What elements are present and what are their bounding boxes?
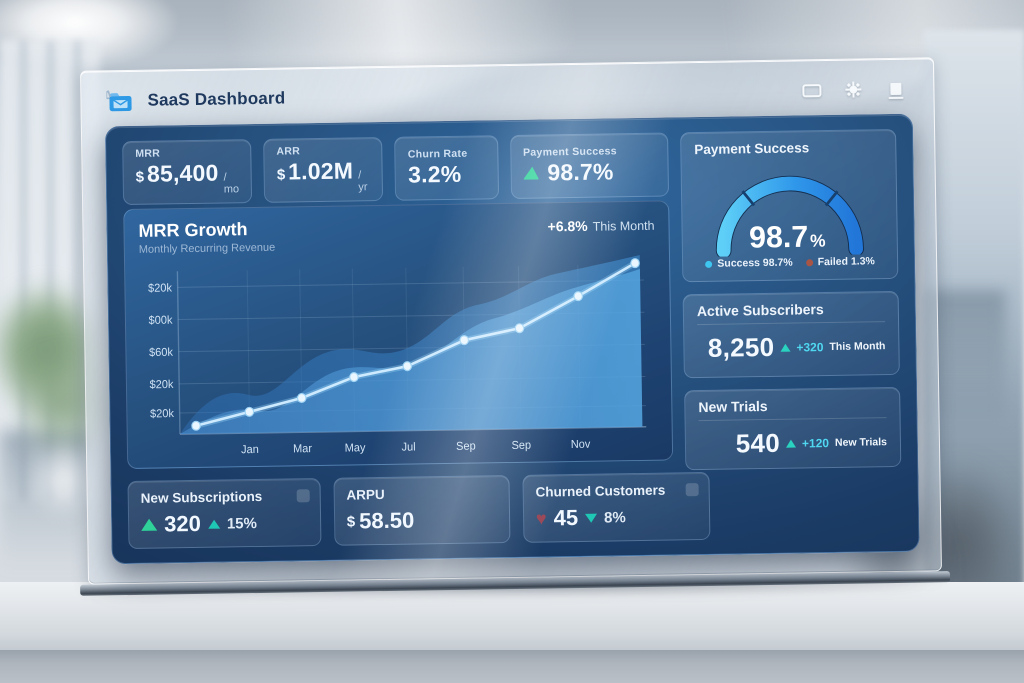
delta-value: 8% xyxy=(603,508,626,527)
titlebar-icons xyxy=(800,80,906,100)
x-tick: May xyxy=(345,442,366,455)
currency-symbol: $ xyxy=(346,512,356,531)
x-tick: Jul xyxy=(401,441,415,454)
y-tick: $20k xyxy=(150,408,174,421)
card-value: 45 xyxy=(553,504,579,531)
churned-customers-card[interactable]: Churned Customers ♥ 45 8% xyxy=(522,471,711,543)
x-tick: Jan xyxy=(241,444,259,457)
dashboard-panel: MRR $ 85,400 / mo ARR $ 1.02M / yr xyxy=(104,113,920,565)
y-tick: $00k xyxy=(149,314,173,327)
card-title: ARPU xyxy=(346,487,385,503)
data-points xyxy=(191,258,640,431)
delta-value: 15% xyxy=(226,514,258,532)
ceiling-light xyxy=(0,0,180,70)
x-tick: Sep xyxy=(511,439,531,452)
gauge-value: 98.7 xyxy=(749,221,809,255)
x-axis xyxy=(179,425,647,435)
bottom-metrics-row: New Subscriptions 320 15% ARPU $ 58.50 xyxy=(127,471,711,550)
glass-display: SaaS Dashboard MRR $ 85,400 / mo xyxy=(80,57,951,596)
card-value: 320 xyxy=(163,510,202,537)
heart-icon: ♥ xyxy=(535,508,547,529)
y-tick: $60k xyxy=(149,347,173,360)
trend-up-icon xyxy=(141,518,158,531)
x-tick: Sep xyxy=(456,440,476,453)
mrr-growth-chart-card[interactable]: MRR Growth Monthly Recurring Revenue +6.… xyxy=(123,200,674,470)
payment-success-gauge-card[interactable]: Payment Success 98.7 % xyxy=(680,128,899,283)
area-wave-front xyxy=(179,269,643,435)
mrr-line-chart: $20k $00k $60k $20k $20k Jan Mar May Jul… xyxy=(148,254,647,457)
delta-down-icon xyxy=(585,513,598,523)
right-column: Payment Success 98.7 % xyxy=(680,128,902,540)
card-value: 58.50 xyxy=(358,507,415,534)
chart-thumbnail-icon xyxy=(296,489,310,503)
arpu-card[interactable]: ARPU $ 58.50 xyxy=(333,475,511,546)
card-title: Churned Customers xyxy=(535,482,666,500)
y-tick: $20k xyxy=(148,282,172,295)
delta-up-icon xyxy=(207,519,220,529)
x-tick: Nov xyxy=(571,438,591,451)
app-title: SaaS Dashboard xyxy=(106,87,286,113)
city-view xyxy=(0,430,90,570)
gauge-unit: % xyxy=(810,230,826,250)
y-axis xyxy=(176,271,181,435)
payment-success-gauge: 98.7 % xyxy=(715,175,864,258)
desk-edge xyxy=(0,650,1024,683)
gear-icon[interactable] xyxy=(842,80,864,98)
x-tick: Mar xyxy=(293,443,312,456)
card-title: New Subscriptions xyxy=(140,488,263,506)
y-tick: $20k xyxy=(150,379,174,392)
folder-icon xyxy=(106,89,132,111)
new-subscriptions-card[interactable]: New Subscriptions 320 15% xyxy=(127,478,322,550)
titlebar: SaaS Dashboard xyxy=(106,70,906,121)
chart-thumbnail-icon xyxy=(685,483,699,497)
